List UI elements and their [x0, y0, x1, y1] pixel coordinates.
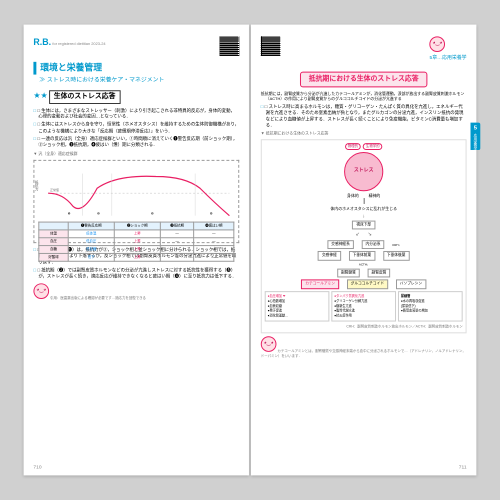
flow-node: 交感神経	[318, 251, 341, 260]
chapter-tab: 5 応用栄養学	[471, 123, 481, 150]
para-r1: □ □ ストレス時に高まるホルモンは，糖質・グリコーゲン・たんぱく質の異化を亢進…	[261, 104, 467, 129]
phase-table: ❶警告反応期 ❷ショック期 ❸抵抗期 ❹疲はい期 体温低体温上昇—— 血圧低血圧…	[38, 222, 234, 262]
book-logo: R.B. for registered dietitian 2023-24	[33, 36, 105, 48]
circle-label-r: 生物学的	[363, 143, 383, 150]
flow-node: 副腎髄質	[337, 269, 360, 278]
left-page: R.B. for registered dietitian 2023-24 環境…	[24, 25, 249, 476]
mascot-icon	[33, 283, 49, 299]
chapter-label: 5章…応用栄養学	[430, 55, 467, 62]
stress-flowchart: 物理的 生物学的 ストレス 身体的 精神的 体内のホメオスタシスに乱れが生じる …	[261, 139, 467, 333]
col-2: ●タンパク質異化亢進 ●グリコーゲン分解亢進 ●糖新生亢進 ●脂質代謝亢進 ●抗…	[331, 291, 396, 322]
right-page: 5章…応用栄養学 抵抗期における生体のストレス応答 抵抗期には，副腎皮質から分泌…	[251, 25, 476, 476]
table-row-h: 体温	[39, 230, 68, 238]
left-header: R.B. for registered dietitian 2023-24	[33, 36, 239, 56]
circle-label-l: 物理的	[345, 143, 361, 150]
para-5: □ □ 抵抗期（❷）では副腎皮質ホルモンなどの分泌が亢進しストレスに対する抵抗性…	[33, 268, 239, 280]
hormone-node: バソプレシン	[396, 280, 426, 289]
star-icon: ★★	[33, 91, 47, 100]
box-title-row: ★★ 生体のストレス応答	[33, 88, 239, 105]
mascot-icon	[430, 36, 446, 52]
figure-caption-r: ▼ 抵抗期における生体のストレス応答	[261, 131, 467, 136]
flow-node: 下垂体後葉	[383, 251, 409, 260]
para-3: □ □ 一連の反応は汎（全身）適応症候群といい，①時間順に消えていく❶警告反応期…	[33, 136, 239, 148]
table-row-h: 好酸球	[39, 253, 68, 261]
table-col: ❸抵抗期	[160, 222, 194, 230]
below-l: 身体的	[347, 193, 359, 198]
curve-chart: 正常値 ❶ ❷ ❸ ❹	[38, 169, 234, 218]
logo-sub: for registered dietitian 2023-24	[52, 41, 105, 46]
svg-text:❸: ❸	[151, 212, 154, 216]
figure-caption: ▼ 汎（全身）適応症候群	[33, 151, 239, 156]
footnote-left: 引用：医歯薬出版による確認が必要です…適応力を回復できる	[33, 283, 239, 301]
para-1: □ □ 生体には，さまざまなストレッサー（刺激）により引き起こされる非特異的反応…	[33, 108, 239, 120]
flow-node: 副腎皮質	[368, 269, 391, 278]
table-col: ❷ショック期	[114, 222, 160, 230]
abbr-note: CRH：副腎皮質刺激ホルモン放出ホルモン／ACTH：副腎皮質刺激ホルモン	[265, 324, 463, 329]
table-row-h: 血圧	[39, 238, 68, 246]
chapter-indicator: 5章…応用栄養学	[430, 36, 467, 65]
para-2: □ □ 生体にはストレスから身を守り，恒常性（ホメオスタシス）を維持するための生…	[33, 122, 239, 134]
acth-label: ACTH↓	[359, 263, 368, 267]
svg-text:❶: ❶	[68, 212, 71, 216]
logo-text: R.B.	[33, 37, 51, 47]
curve-svg: 正常値 ❶ ❷ ❸ ❹	[38, 169, 234, 218]
subsection-title: ≫ ストレス時における栄養ケア・マネジメント	[33, 76, 239, 84]
qr-code-icon	[261, 36, 281, 56]
table-col: ❶警告反応期	[68, 222, 114, 230]
svg-text:❷: ❷	[97, 212, 100, 216]
svg-text:正常値: 正常値	[50, 187, 59, 192]
intro-text: 抵抗期には，副腎皮質から分泌が亢進したカテコールアミンが，消化管運動，涙部が放出…	[261, 91, 467, 102]
flow-node: 内分泌系	[362, 240, 385, 249]
footnote-right: カテコールアミンとは，副腎髄質や交感神経末端から血中に分泌されるホルモンで…（ア…	[261, 336, 467, 358]
qr-code-icon	[220, 36, 240, 56]
stress-circle: ストレス	[344, 152, 383, 191]
down-arrow-icon: ↓	[265, 214, 463, 221]
hormone-node: グルココルチコイド	[347, 280, 388, 289]
right-header: 5章…応用栄養学	[261, 36, 467, 65]
col-3: 尿細管 ●水の再吸収促進 (尿量低下) ●循環血液量の増加	[398, 291, 463, 322]
below-r: 精神的	[369, 193, 381, 198]
stress-curve-figure: 抵抗力 正常値 ❶ ❷ ❸ ❹ ❶警告反応期 ❷ショッ	[33, 160, 239, 243]
svg-text:❹: ❹	[210, 212, 213, 216]
box-title: 生体のストレス応答	[49, 90, 121, 104]
page-number: 710	[33, 465, 41, 472]
hypothalamus-node: 視床下部	[352, 220, 375, 229]
hormone-node: カテコールアミン	[301, 280, 339, 289]
col-1: ●血圧増加 ❤ ●心拍数増加 ●血管収縮 ●発汗促進 ●消化管運動…	[265, 291, 330, 322]
effects-columns: ●血圧増加 ❤ ●心拍数増加 ●血管収縮 ●発汗促進 ●消化管運動… ●タンパク…	[265, 291, 463, 322]
homeostasis-text: 体内のホメオスタシスに乱れが生じる	[265, 206, 463, 211]
section-title: 環境と栄養管理	[33, 62, 239, 74]
mascot-icon	[261, 336, 277, 352]
flow-node: 交感神経系	[327, 240, 353, 249]
page-number: 711	[459, 465, 467, 472]
table-col: ❹疲はい期	[194, 222, 234, 230]
crh-label: CRH↓	[392, 243, 400, 247]
pink-title: 抵抗期における生体のストレス応答	[300, 72, 427, 87]
flow-node: 下垂体前葉	[349, 251, 375, 260]
table-row-h: 血糖	[39, 245, 68, 253]
